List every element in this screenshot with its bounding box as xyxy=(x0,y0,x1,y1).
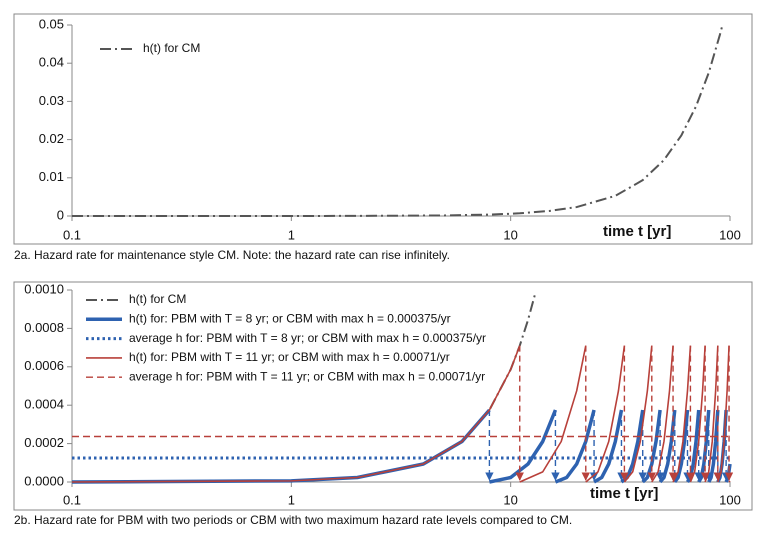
x-tick-label: 1 xyxy=(288,492,295,507)
x-axis-label: time t [yr] xyxy=(603,223,671,240)
legend-label: h(t) for: PBM with T = 11 yr; or CBM wit… xyxy=(129,350,450,364)
chart-frame xyxy=(13,13,753,245)
x-tick-label: 1 xyxy=(288,227,295,242)
y-tick-label: 0.0000 xyxy=(24,473,64,488)
x-tick-label: 0.1 xyxy=(63,492,81,507)
series-line xyxy=(71,408,732,484)
y-tick-label: 0.0006 xyxy=(24,358,64,373)
y-tick-label: 0.05 xyxy=(39,16,64,31)
caption: 2a. Hazard rate for maintenance style CM… xyxy=(14,248,450,262)
y-tick-label: 0.02 xyxy=(39,131,64,146)
y-tick-label: 0.0004 xyxy=(24,397,64,412)
x-tick-label: 10 xyxy=(503,492,517,507)
x-tick-label: 0.1 xyxy=(63,227,81,242)
y-tick-label: 0.04 xyxy=(39,55,64,70)
legend-label: average h for: PBM with T = 11 yr; or CB… xyxy=(129,369,485,383)
caption: 2b. Hazard rate for PBM with two periods… xyxy=(14,513,572,527)
legend-label: h(t) for: PBM with T = 8 yr; or CBM with… xyxy=(129,311,451,325)
x-axis-label: time t [yr] xyxy=(590,485,658,502)
y-tick-label: 0.01 xyxy=(39,169,64,184)
x-tick-label: 100 xyxy=(719,227,741,242)
x-tick-label: 100 xyxy=(719,492,741,507)
series-line xyxy=(71,345,731,483)
y-tick-label: 0.0002 xyxy=(24,435,64,450)
y-tick-label: 0.03 xyxy=(39,93,64,108)
chart-frame xyxy=(13,281,753,511)
x-tick-label: 10 xyxy=(503,227,517,242)
series-line xyxy=(71,26,724,217)
legend-label: h(t) for CM xyxy=(129,292,186,306)
legend-label: h(t) for CM xyxy=(143,41,200,55)
y-tick-label: 0 xyxy=(57,207,64,222)
y-tick-label: 0.0010 xyxy=(24,281,64,296)
legend-label: average h for: PBM with T = 8 yr; or CBM… xyxy=(129,331,486,345)
y-tick-label: 0.0008 xyxy=(24,320,64,335)
